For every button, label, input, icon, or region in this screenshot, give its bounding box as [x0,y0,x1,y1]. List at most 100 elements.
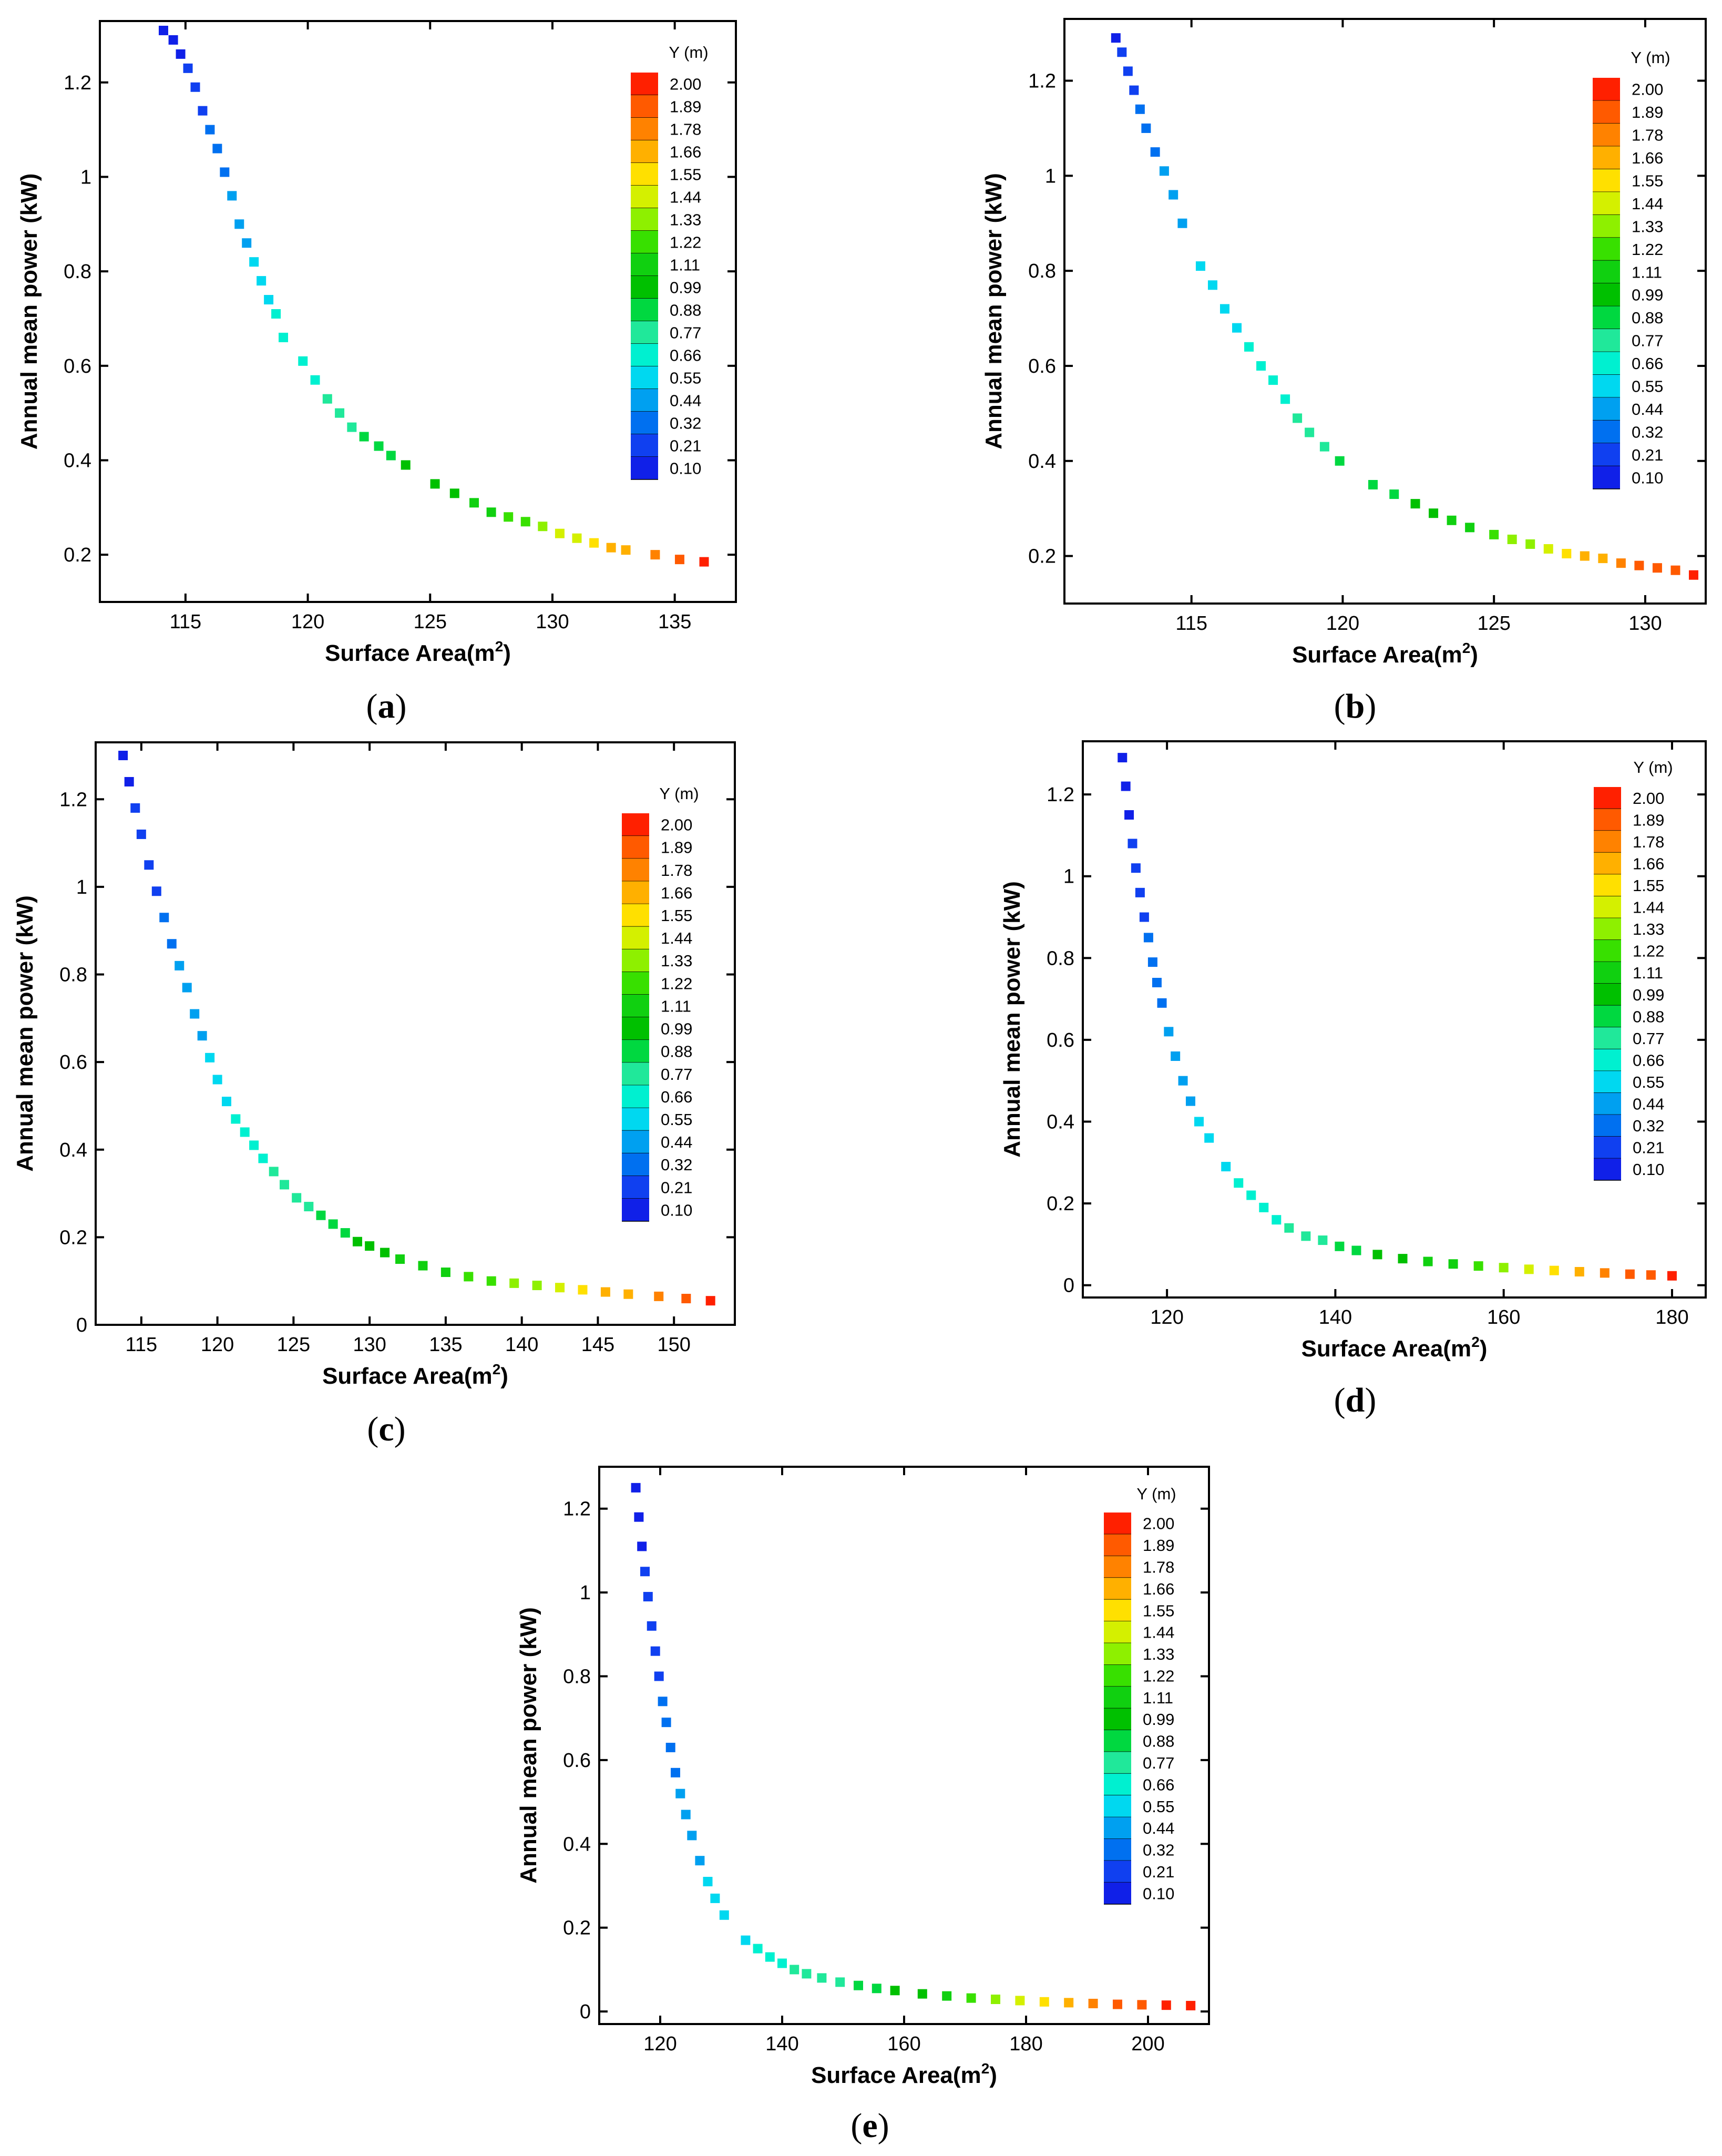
data-point [304,1202,314,1212]
colorbar-label: 2.00 [670,75,701,94]
colorbar-segment [1593,329,1620,352]
colorbar-label: 0.10 [661,1201,692,1219]
x-tick-label: 125 [1477,612,1510,635]
data-point [1351,1245,1361,1255]
y-tick-label: 0 [76,1314,87,1336]
data-point [1234,1178,1244,1188]
colorbar-segment [1104,1578,1131,1600]
colorbar-segment [1593,443,1620,466]
colorbar-label: 2.00 [1632,80,1663,99]
colorbar-segment [631,412,658,434]
data-point [1423,1256,1433,1266]
y-tick-label: 1.2 [1047,784,1074,806]
colorbar-segment [1104,1534,1131,1556]
data-point [1335,456,1345,466]
data-point [1150,147,1160,157]
x-tick-label: 120 [1150,1306,1183,1329]
colorbar-label: 0.66 [1633,1051,1664,1069]
colorbar-segment [622,1062,649,1086]
y-tick-label: 1 [1063,866,1074,888]
colorbar-label: 1.66 [1143,1580,1174,1598]
colorbar-label: 0.21 [1633,1139,1664,1157]
data-point [1232,323,1242,333]
data-point [1015,1996,1025,2006]
colorbar-label: 0.77 [670,324,701,342]
colorbar-label: 0.99 [1632,286,1663,304]
x-tick-label: 140 [765,2033,798,2055]
colorbar-segment [1104,1773,1131,1796]
colorbar-label: 0.55 [1633,1073,1664,1091]
colorbar-segment [1594,1115,1621,1137]
colorbar-segment [631,253,658,276]
y-tick-label: 0.6 [1028,355,1056,377]
data-point [1473,1261,1483,1271]
colorbar-segment [1593,100,1620,124]
colorbar-segment [622,1040,649,1063]
y-tick-label: 0.8 [563,1665,591,1688]
colorbar-title: Y (m) [1136,1485,1176,1503]
data-point [1670,565,1680,575]
data-point [1143,933,1153,943]
data-point [703,1877,713,1887]
data-point [650,550,660,560]
x-tick-label: 130 [353,1334,386,1356]
x-tick-label: 160 [1487,1306,1520,1329]
plot-frame [99,20,737,603]
colorbar-segment [631,321,658,344]
data-point [182,983,192,993]
data-point [240,1127,250,1137]
data-point [671,1767,680,1777]
y-axis-label: Annual mean power (kW) [999,881,1025,1158]
data-point [1161,2000,1171,2010]
data-point [790,1965,800,1975]
y-axis-label: Annual mean power (kW) [516,1607,541,1884]
x-tick-label: 125 [414,611,447,633]
colorbar-segment [1593,78,1620,101]
data-point [835,1977,845,1987]
colorbar-label: 1.55 [1633,876,1664,895]
panel-label-a: (a) [366,687,407,726]
data-point [335,408,345,418]
panel-label-b: (b) [1334,687,1377,726]
data-point [159,25,168,35]
y-tick-label: 0.2 [1028,546,1056,568]
x-tick-label: 135 [429,1334,462,1356]
data-point [890,1986,900,1996]
data-point [1168,190,1178,200]
colorbar-segment [1593,283,1620,306]
colorbar-segment [1593,192,1620,215]
panel-c: 115 120 125 130 135 140 145 150 0 0.2 0.4 0.6 0.8 1 1.… [12,741,736,1389]
data-point [271,309,281,319]
data-point [650,1646,660,1656]
y-tick-label: 0.4 [1047,1111,1074,1133]
data-point [298,356,308,366]
colorbar-label: 0.32 [1633,1117,1664,1135]
y-axis-label: Annual mean power (kW) [12,895,38,1172]
colorbar-segment [1593,397,1620,421]
colorbar-label: 1.89 [1143,1536,1174,1555]
data-point [1128,839,1137,849]
y-tick-label: 0.6 [563,1750,591,1772]
data-point [658,1697,668,1707]
data-point [1429,508,1439,518]
colorbar-label: 0.44 [670,392,701,410]
data-point [1157,998,1167,1008]
y-tick-label: 0.6 [1047,1029,1074,1051]
colorbar-segment [631,118,658,140]
x-axis-label: Surface Area(m2) [1301,1334,1488,1362]
data-point [578,1285,588,1295]
colorbar-segment [631,366,658,389]
data-point [1164,1027,1174,1037]
data-point [777,1958,787,1968]
colorbar-segment [631,163,658,186]
data-point [647,1621,657,1631]
data-point [212,144,222,154]
data-point [176,49,186,59]
colorbar-segment [1594,852,1621,875]
colorbar-label: 0.77 [1632,332,1663,350]
panel-b: 115 120 125 130 0.2 0.4 0.6 0.8 1 1.2 Surface Area… [981,18,1707,668]
data-point [1124,810,1134,820]
colorbar-segment [622,836,649,859]
data-point [264,295,274,305]
data-point [719,1910,729,1920]
